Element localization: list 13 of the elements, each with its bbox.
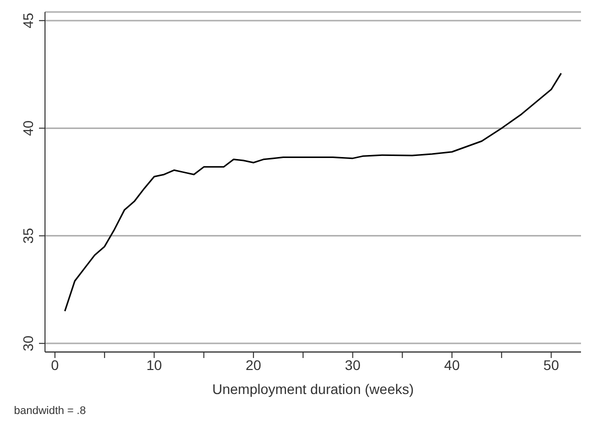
text: bandwidth = .8 — [14, 405, 86, 417]
x-axis-title: Unemployment duration (weeks) — [212, 381, 414, 397]
y-tick-label: 40 — [20, 120, 36, 136]
y-tick-label: 35 — [20, 228, 36, 244]
x-tick-label: 10 — [146, 356, 162, 373]
y-tick-label: 30 — [20, 335, 36, 352]
line-series — [64, 72, 562, 312]
x-tick-label: 20 — [246, 356, 262, 373]
y-tick-label: 45 — [20, 12, 36, 28]
x-tick-label: 50 — [543, 356, 560, 373]
x-tick-label: 30 — [344, 356, 361, 373]
x-tick-label: 0 — [51, 356, 60, 373]
x-tick-label: 40 — [444, 356, 460, 373]
